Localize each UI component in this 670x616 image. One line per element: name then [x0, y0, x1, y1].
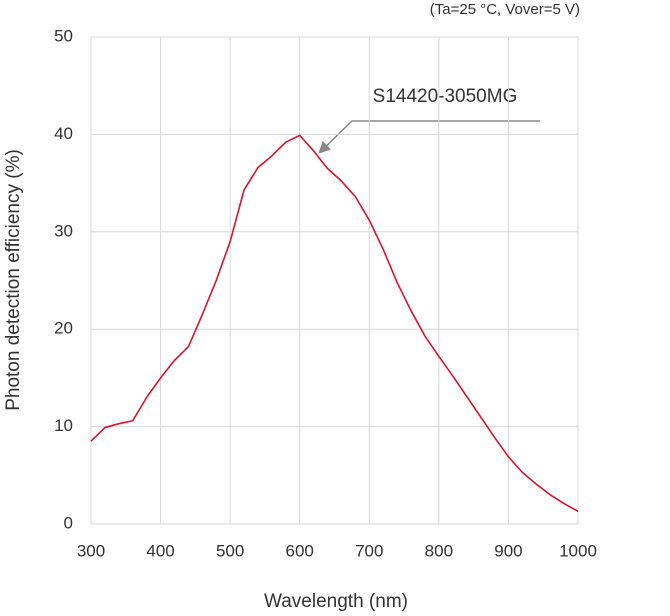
- condition-note: (Ta=25 °C, Vover=5 V): [430, 1, 580, 18]
- y-tick-label: 40: [54, 124, 73, 143]
- x-tick-label: 600: [286, 541, 314, 560]
- x-tick-label: 700: [355, 541, 383, 560]
- x-tick-label: 1000: [559, 541, 597, 560]
- y-tick-label: 20: [54, 319, 73, 338]
- x-tick-label: 500: [216, 541, 244, 560]
- x-tick-label: 300: [77, 541, 105, 560]
- x-tick-label: 400: [146, 541, 174, 560]
- annotation: S14420-3050MG: [373, 86, 518, 107]
- y-tick-label: 10: [54, 416, 73, 435]
- y-tick-label: 30: [54, 221, 73, 240]
- y-axis-label: Photon detection efficiency (%): [3, 149, 24, 411]
- x-tick-label: 900: [494, 541, 522, 560]
- annotation-arrow: [318, 120, 540, 154]
- y-tick-label: 50: [54, 26, 73, 45]
- x-tick-label: 800: [425, 541, 453, 560]
- x-axis-label: Wavelength (nm): [264, 591, 408, 612]
- data-line: [90, 134, 579, 513]
- y-tick-label: 0: [64, 513, 73, 532]
